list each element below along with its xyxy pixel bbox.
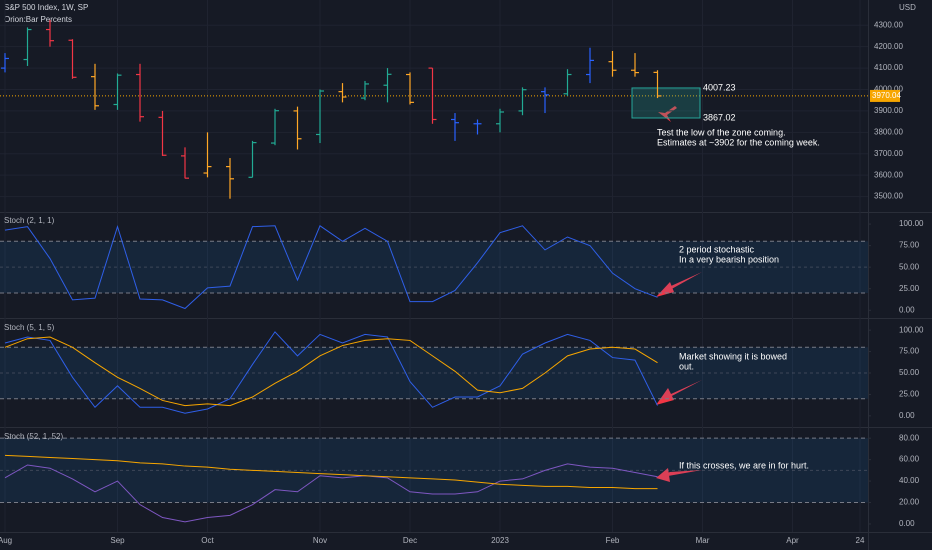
band-fill [0,347,868,399]
zone-top-label: 4007.23 [703,82,736,92]
y-tick-label: 100.00 [899,325,924,334]
stoch-line [4,331,658,414]
y-tick-label: 75.00 [899,347,920,356]
annotation: If this crosses, we are in for hurt. [679,460,809,470]
y-tick-label: 3500.00 [874,192,903,201]
y-tick-label: 4300.00 [874,20,903,29]
y-tick-label: 0.00 [899,411,915,420]
annotation: Estimates at ~3902 for the coming week. [657,137,820,147]
pane-title: Stoch (52, 1, 52) [4,432,63,441]
chart-title: S&P 500 Index, 1W, SP [4,3,88,12]
annotation: In a very bearish position [679,254,779,264]
y-tick-label: 25.00 [899,390,920,399]
y-tick-label: 60.00 [899,455,920,464]
pane-title: Stoch (5, 1, 5) [4,323,55,332]
x-tick-label: Mar [696,536,710,545]
y-tick-label: 50.00 [899,262,920,271]
x-tick-label: Apr [786,536,799,545]
indicator-name: Orion:Bar Percents [4,15,72,24]
stoch-line [4,454,658,490]
annotation: out. [679,361,694,371]
y-tick-label: 3700.00 [874,149,903,158]
y-tick-label: 3900.00 [874,106,903,115]
x-tick-label: Oct [201,536,214,545]
arrow [656,272,702,297]
stoch-line [4,336,658,407]
x-tick-label: Sep [110,536,125,545]
annotation: Market showing it is bowed [679,351,787,361]
x-tick-label: Nov [313,536,327,545]
pane-title: Stoch (2, 1, 1) [4,216,55,225]
annotation: Test the low of the zone coming. [657,127,786,137]
y-tick-label: 4100.00 [874,63,903,72]
y-tick-label: 100.00 [899,219,924,228]
y-tick-label: 3600.00 [874,170,903,179]
last-price-badge [870,89,900,102]
y-tick-label: 20.00 [899,498,920,507]
y-tick-label: 50.00 [899,368,920,377]
y-tick-label: 80.00 [899,433,920,442]
y-tick-label: 40.00 [899,476,920,485]
stoch-line [4,463,658,523]
y-tick-label: 3800.00 [874,127,903,136]
x-tick-label: Dec [403,536,417,545]
last-price-label: 3970.04 [872,91,901,100]
x-tick-label: Aug [0,536,12,545]
zone-bottom-label: 3867.02 [703,112,736,122]
x-tick-label: 2023 [491,536,509,545]
y-tick-label: 4000.00 [874,85,903,94]
arrow [656,468,702,482]
x-tick-label: Feb [606,536,620,545]
y-tick-label: 25.00 [899,284,920,293]
y-tick-label: 75.00 [899,241,920,250]
y-tick-label: 4200.00 [874,42,903,51]
y-tick-label: 0.00 [899,519,915,528]
y-tick-label: 0.00 [899,305,915,314]
band-fill [0,241,868,294]
axis-label: USD [899,3,916,12]
stoch-line [4,224,658,310]
arrow [658,106,677,122]
zone-box [631,87,701,119]
band-fill [0,438,868,503]
x-tick-label: 24 [856,536,865,545]
annotation: 2 period stochastic [679,244,755,254]
